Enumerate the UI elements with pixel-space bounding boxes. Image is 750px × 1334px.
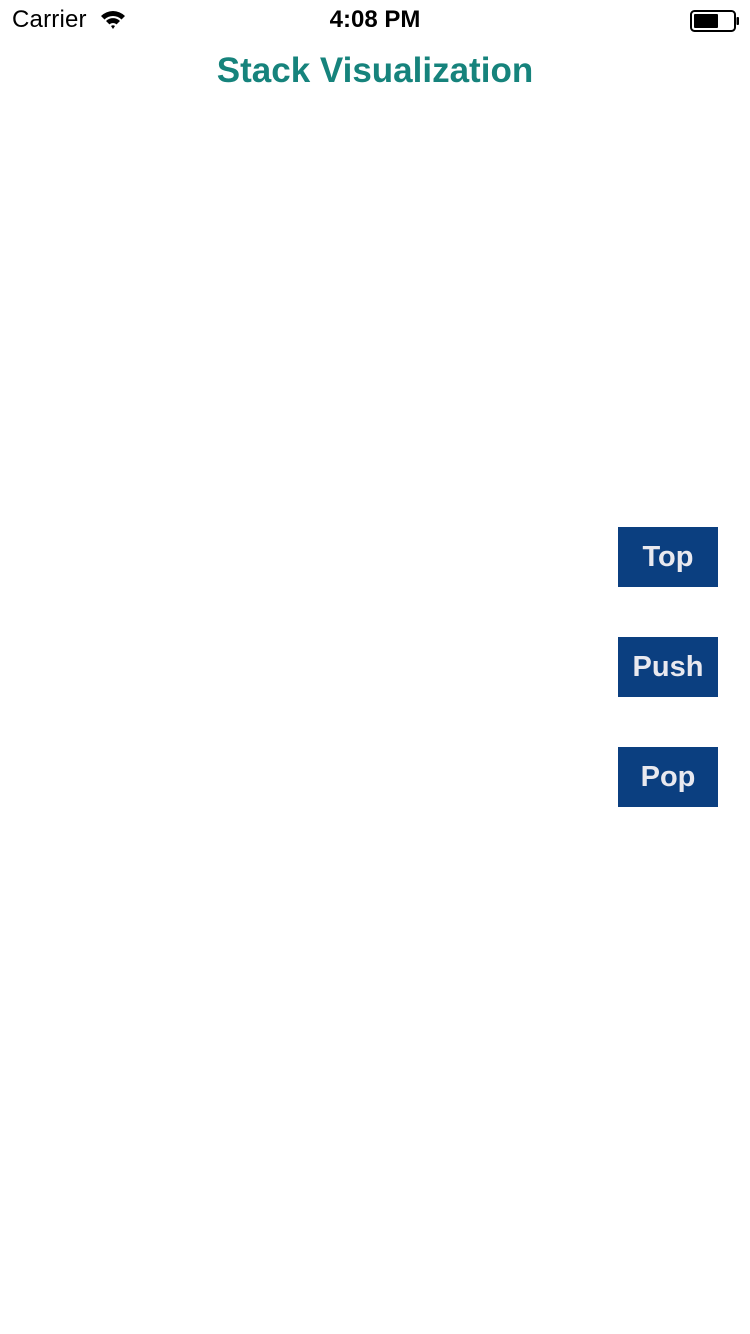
battery-icon: [690, 10, 740, 32]
top-button[interactable]: Top: [618, 527, 718, 587]
status-bar: Carrier 4:08 PM: [0, 0, 750, 40]
push-button[interactable]: Push: [618, 637, 718, 697]
wifi-icon: [100, 9, 126, 31]
page-title: Stack Visualization: [216, 51, 534, 90]
status-time: 4:08 PM: [329, 6, 421, 33]
carrier-label: Carrier: [12, 6, 87, 33]
pop-button[interactable]: Pop: [618, 747, 718, 807]
